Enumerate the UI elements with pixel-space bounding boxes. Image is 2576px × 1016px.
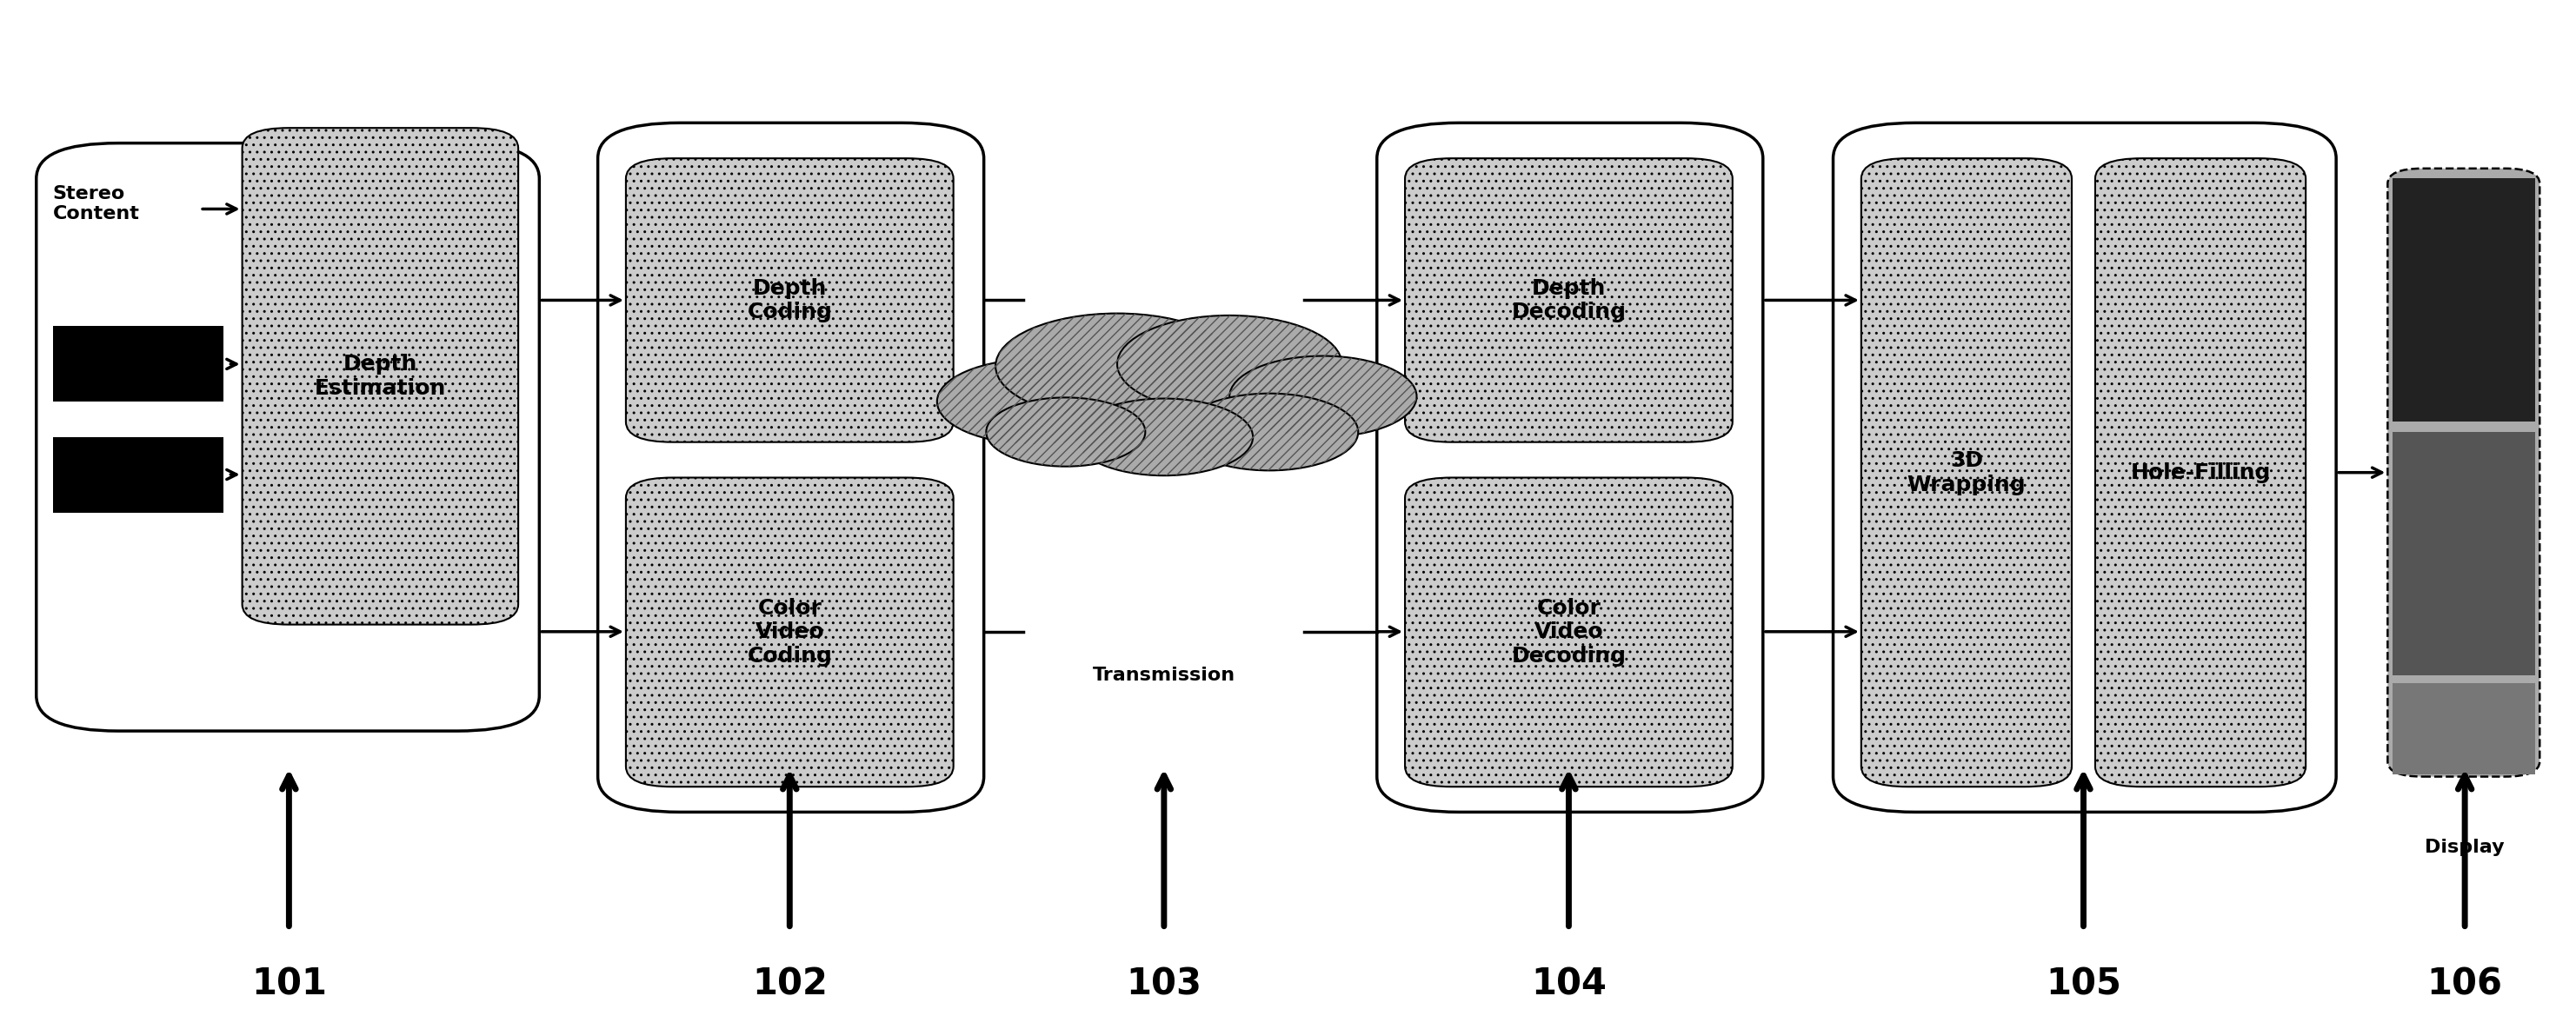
Text: 3D
Wrapping: 3D Wrapping: [1906, 450, 2025, 495]
FancyBboxPatch shape: [2094, 158, 2306, 786]
FancyBboxPatch shape: [2388, 169, 2540, 776]
Text: Depth
Coding: Depth Coding: [747, 277, 832, 323]
FancyBboxPatch shape: [1378, 123, 1762, 812]
Text: Hole-Filling: Hole-Filling: [2130, 462, 2269, 483]
Circle shape: [1074, 398, 1252, 475]
Text: Stereo
Content: Stereo Content: [52, 185, 139, 223]
FancyBboxPatch shape: [1834, 123, 2336, 812]
Text: 102: 102: [752, 966, 827, 1003]
Text: 104: 104: [1530, 966, 1607, 1003]
FancyBboxPatch shape: [36, 143, 538, 731]
Text: 101: 101: [252, 966, 327, 1003]
FancyBboxPatch shape: [598, 123, 984, 812]
Text: Depth
Decoding: Depth Decoding: [1512, 277, 1625, 323]
FancyBboxPatch shape: [1862, 158, 2071, 786]
Text: 103: 103: [1126, 966, 1203, 1003]
FancyBboxPatch shape: [626, 158, 953, 442]
FancyBboxPatch shape: [52, 325, 224, 401]
Text: Depth
Estimation: Depth Estimation: [314, 354, 446, 398]
Text: Color
Video
Decoding: Color Video Decoding: [1512, 597, 1625, 666]
FancyBboxPatch shape: [1404, 158, 1734, 442]
Circle shape: [994, 313, 1239, 419]
FancyBboxPatch shape: [242, 128, 518, 625]
Text: 106: 106: [2427, 966, 2504, 1003]
Text: 105: 105: [2045, 966, 2120, 1003]
Bar: [2393, 684, 2535, 774]
Text: Color
Video
Coding: Color Video Coding: [747, 597, 832, 666]
Text: Display: Display: [2424, 839, 2504, 856]
Bar: [2393, 179, 2535, 422]
Circle shape: [1118, 315, 1342, 412]
FancyBboxPatch shape: [1404, 478, 1734, 786]
Circle shape: [938, 359, 1133, 444]
Circle shape: [1180, 393, 1358, 470]
Bar: [2393, 432, 2535, 676]
Circle shape: [987, 397, 1146, 466]
FancyBboxPatch shape: [52, 437, 224, 513]
FancyBboxPatch shape: [626, 478, 953, 786]
Text: Transmission: Transmission: [1092, 666, 1236, 684]
Circle shape: [1229, 356, 1417, 437]
